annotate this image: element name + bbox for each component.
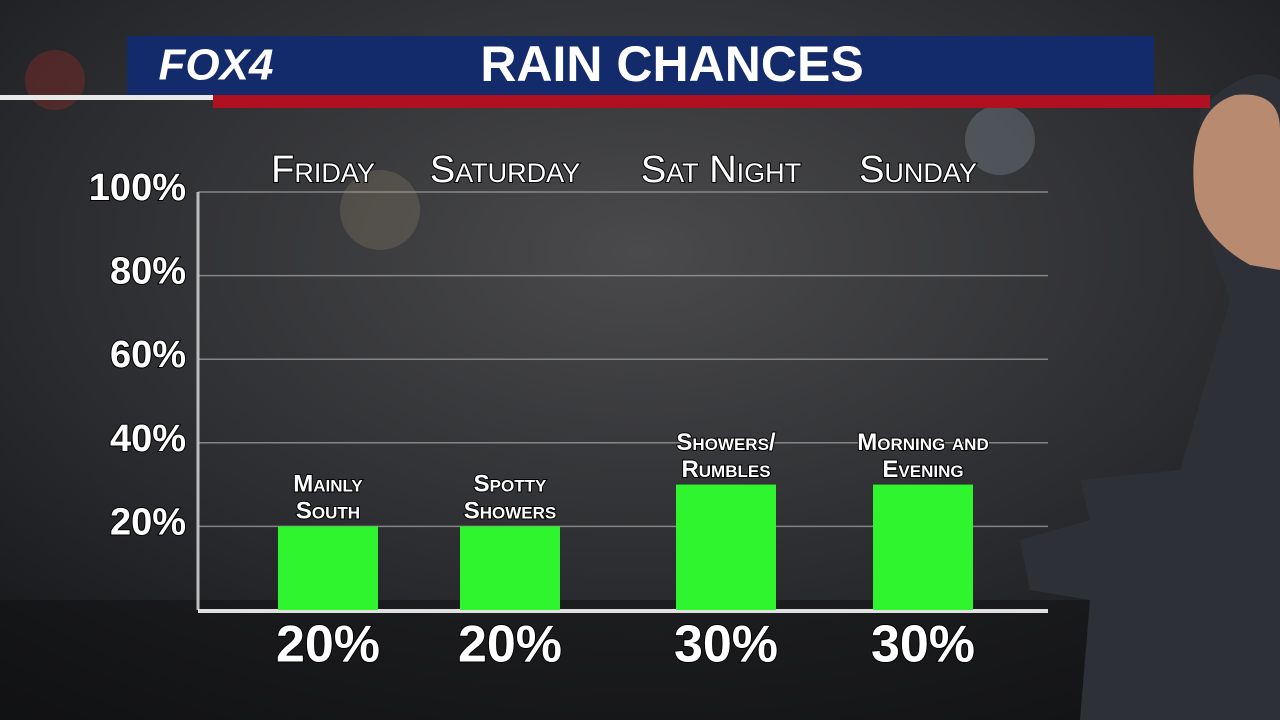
bar-annotation: Rumbles bbox=[681, 456, 770, 483]
bar-annotation: Evening bbox=[882, 456, 963, 483]
ground-shade bbox=[0, 600, 1280, 720]
category-label: Saturday bbox=[430, 149, 580, 191]
header-banner bbox=[127, 36, 1154, 96]
bar-annotation: Showers bbox=[464, 498, 557, 525]
y-tick-label: 80% bbox=[110, 251, 186, 293]
value-label: 30% bbox=[674, 616, 778, 674]
presenter-head bbox=[1193, 94, 1280, 270]
bar-annotation: Showers/ bbox=[676, 429, 776, 456]
header-white-line bbox=[0, 95, 213, 100]
bar bbox=[278, 526, 378, 610]
brand-logo: FOX4 bbox=[159, 41, 274, 90]
y-tick-label: 40% bbox=[110, 418, 186, 460]
bar-annotation: Spotty bbox=[474, 471, 547, 498]
category-label: Friday bbox=[271, 149, 375, 191]
chart-title: RAIN CHANCES bbox=[480, 36, 863, 92]
bar-annotation: South bbox=[296, 498, 360, 525]
bar bbox=[676, 484, 776, 610]
category-label: Sat Night bbox=[641, 149, 801, 191]
category-label: Sunday bbox=[859, 149, 977, 191]
bar bbox=[873, 484, 973, 610]
bar-annotation: Mainly bbox=[293, 471, 363, 498]
y-tick-label: 60% bbox=[110, 334, 186, 376]
bar-annotation: Morning and bbox=[857, 429, 989, 456]
bokeh bbox=[965, 105, 1035, 175]
bokeh bbox=[25, 50, 85, 110]
value-label: 20% bbox=[276, 616, 380, 674]
header-red-strip bbox=[213, 95, 1210, 108]
bar bbox=[460, 526, 560, 610]
value-label: 30% bbox=[871, 616, 975, 674]
value-label: 20% bbox=[458, 616, 562, 674]
bokeh bbox=[340, 170, 420, 250]
y-tick-label: 20% bbox=[110, 501, 186, 543]
y-tick-label: 100% bbox=[89, 167, 186, 209]
